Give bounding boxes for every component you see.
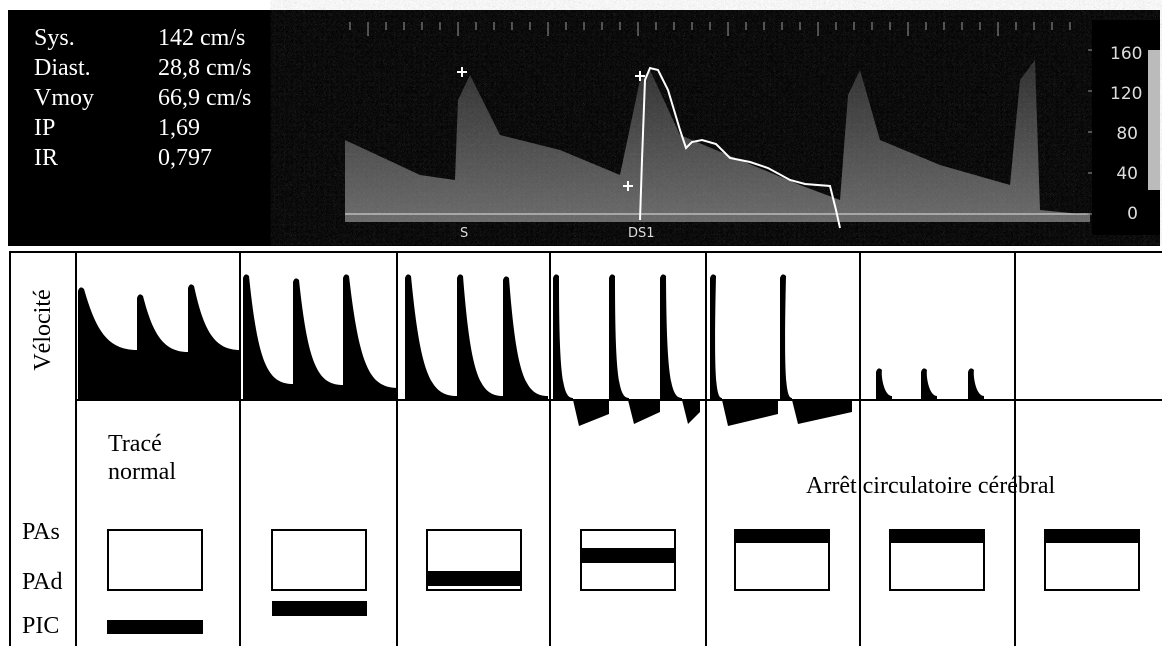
measure-value: 1,69 xyxy=(158,114,200,142)
pressure-bar xyxy=(735,530,829,543)
systolic-peak xyxy=(243,274,293,400)
systolic-peak xyxy=(405,274,457,400)
systolic-peak xyxy=(660,274,682,400)
pressure-bar xyxy=(427,571,521,586)
pressure-boxes xyxy=(107,530,1139,634)
systolic-peak xyxy=(137,294,188,400)
pressure-bar xyxy=(890,530,984,543)
figure: S DS1 Vélocité Tracé normal Arrêt circul… xyxy=(0,0,1162,646)
systolic-peak xyxy=(780,274,792,400)
systolic-peak xyxy=(968,368,984,400)
scale-label: 80 xyxy=(1110,120,1138,148)
systolic-peak xyxy=(553,274,573,400)
marker: S xyxy=(460,220,468,248)
measure-value: 142 cm/s xyxy=(158,24,245,52)
measure-label: IR xyxy=(34,144,58,172)
measure-value: 28,8 cm/s xyxy=(158,54,251,82)
scale-label: 40 xyxy=(1110,160,1138,188)
scale-label: 160 xyxy=(1110,40,1138,68)
systolic-peak xyxy=(609,274,629,400)
systolic-peak xyxy=(503,276,548,400)
reverse-flow xyxy=(573,400,609,426)
systolic-peak xyxy=(921,368,937,400)
measure-value: 66,9 cm/s xyxy=(158,84,251,112)
measure-value: 0,797 xyxy=(158,144,212,172)
measure-label: Diast. xyxy=(34,54,91,82)
reverse-flow xyxy=(792,400,852,424)
pressure-bar xyxy=(1045,530,1139,543)
marker: DS1 xyxy=(628,220,655,248)
reverse-flow xyxy=(628,400,660,424)
velocity-waveforms xyxy=(78,274,984,426)
pressure-label: PAs xyxy=(22,518,60,546)
pressure-label: PIC xyxy=(22,612,59,640)
pic-bar xyxy=(107,620,203,634)
annotation: Tracé normal xyxy=(108,430,198,486)
noise xyxy=(345,20,1090,225)
measure-label: IP xyxy=(34,114,55,142)
scale-label: 120 xyxy=(1110,80,1138,108)
measure-label: Vmoy xyxy=(34,84,94,112)
scale-label: 0 xyxy=(1110,200,1138,228)
systolic-peak xyxy=(293,278,343,400)
systolic-peak xyxy=(876,368,892,400)
doppler-trace xyxy=(345,20,1096,228)
annotation: Arrêt circulatoire cérébral xyxy=(806,472,1055,500)
pressure-box xyxy=(272,530,366,590)
pic-bar xyxy=(272,601,367,616)
reverse-flow xyxy=(722,400,778,426)
pressure-label: PAd xyxy=(22,568,62,596)
systolic-peak xyxy=(78,287,137,400)
systolic-peak xyxy=(710,274,722,400)
pressure-box xyxy=(108,530,202,590)
measure-label: Sys. xyxy=(34,24,75,52)
pressure-bar xyxy=(581,548,675,563)
systolic-peak xyxy=(188,284,240,400)
systolic-peak xyxy=(343,274,398,400)
reverse-flow xyxy=(682,400,700,424)
systolic-peak xyxy=(457,274,503,400)
y-axis-label: Vélocité xyxy=(29,275,57,385)
